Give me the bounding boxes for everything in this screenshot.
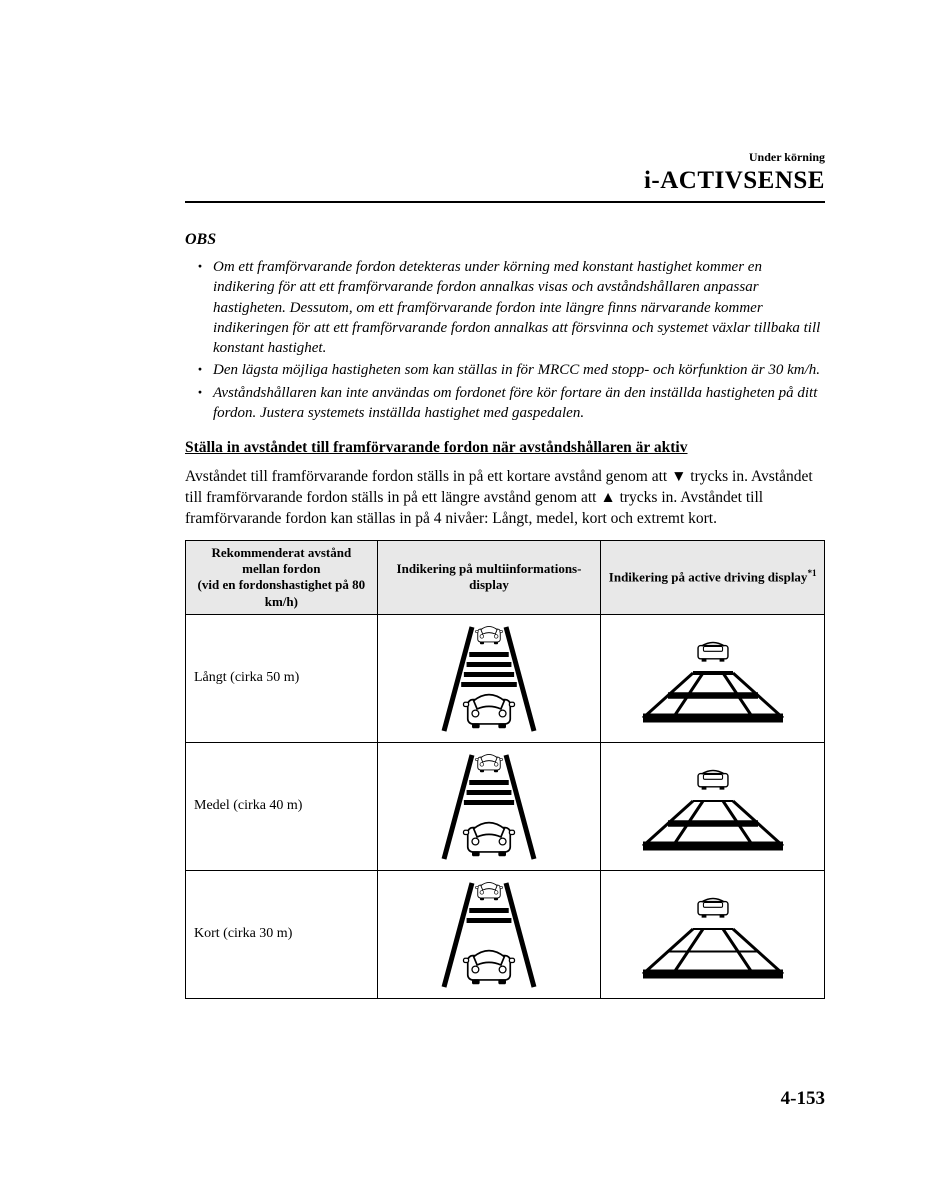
- table-header-row: Rekommenderat avstånd mellan fordon (vid…: [186, 540, 825, 614]
- table-header-col2: Indikering på multiinformations­display: [377, 540, 601, 614]
- table-header-col1: Rekommenderat avstånd mellan fordon (vid…: [186, 540, 378, 614]
- table-row: Medel (cirka 40 m): [186, 742, 825, 870]
- multi-display-icon: [414, 747, 564, 865]
- section-label: Under körning: [185, 150, 825, 165]
- distance-label: Långt (cirka 50 m): [186, 614, 378, 742]
- multi-display-cell: [377, 742, 601, 870]
- page-title: i-ACTIVSENSE: [185, 167, 825, 195]
- distance-table: Rekommenderat avstånd mellan fordon (vid…: [185, 540, 825, 999]
- multi-display-icon: [414, 875, 564, 993]
- active-display-icon: [633, 884, 793, 984]
- th-text: Rekommenderat avstånd mellan fordon: [211, 545, 351, 576]
- page-header: Under körning i-ACTIVSENSE: [185, 150, 825, 203]
- multi-display-icon: [414, 619, 564, 737]
- active-display-cell: [601, 742, 825, 870]
- table-row: Kort (cirka 30 m): [186, 870, 825, 998]
- th-text: Indikering på active driving dis­play: [609, 570, 808, 585]
- distance-label: Kort (cirka 30 m): [186, 870, 378, 998]
- table-header-col3: Indikering på active driving dis­play*1: [601, 540, 825, 614]
- multi-display-cell: [377, 870, 601, 998]
- table-body: Långt (cirka 50 m)Medel (cirka 40 m)Kort…: [186, 614, 825, 998]
- obs-item: Om ett framförvarande fordon detekteras …: [203, 257, 825, 358]
- th-text: (vid en fordonshastighet på 80 km/h): [198, 577, 366, 608]
- distance-label: Medel (cirka 40 m): [186, 742, 378, 870]
- body-text: Avståndet till framförvarande fordon stä…: [185, 467, 825, 530]
- obs-heading: OBS: [185, 231, 825, 249]
- multi-display-cell: [377, 614, 601, 742]
- obs-item: Den lägsta möjliga hastigheten som kan s…: [203, 360, 825, 380]
- active-display-icon: [633, 628, 793, 728]
- table-row: Långt (cirka 50 m): [186, 614, 825, 742]
- manual-page: Under körning i-ACTIVSENSE OBS Om ett fr…: [0, 0, 925, 1059]
- active-display-icon: [633, 756, 793, 856]
- active-display-cell: [601, 870, 825, 998]
- subheading: Ställa in avståndet till framförvarande …: [185, 439, 825, 457]
- page-number: 4-153: [781, 1088, 825, 1110]
- th-sup: *1: [807, 568, 816, 578]
- obs-item: Avståndshållaren kan inte användas om fo…: [203, 383, 825, 424]
- active-display-cell: [601, 614, 825, 742]
- obs-list: Om ett framförvarande fordon detekteras …: [185, 257, 825, 423]
